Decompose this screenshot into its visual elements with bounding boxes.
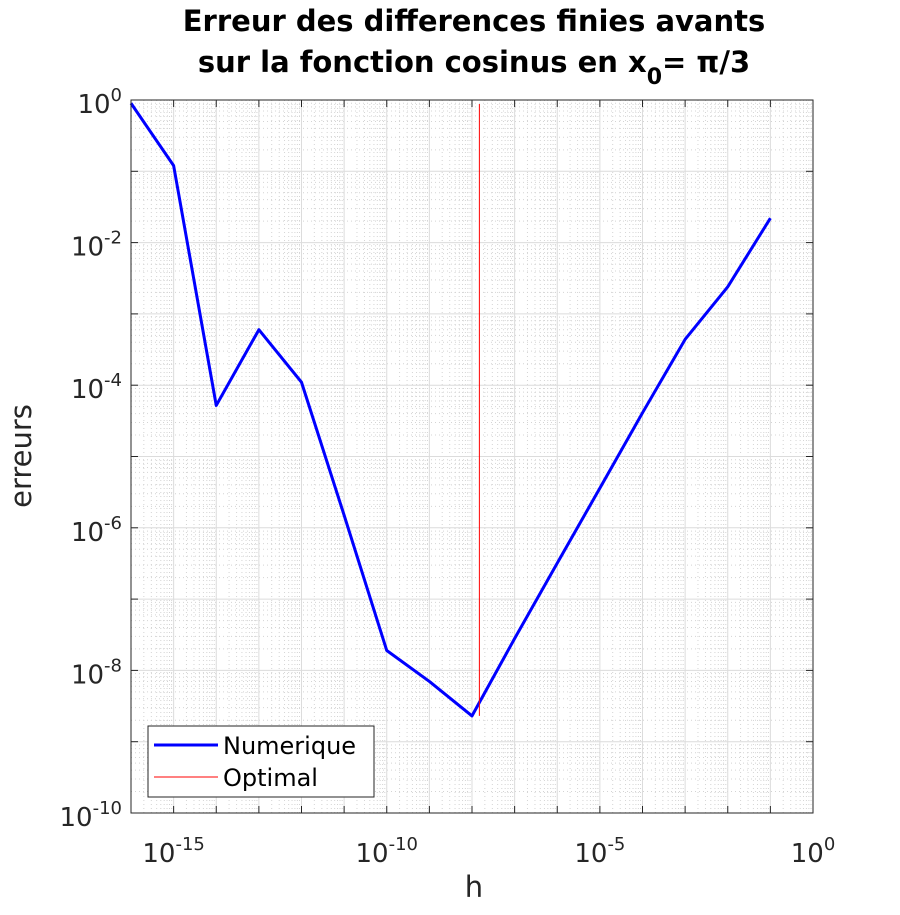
y-tick-label: 10-10 [60,798,123,833]
x-axis-label: h [465,870,483,904]
x-tick-label: 100 [791,834,836,869]
chart-title-line2: sur la fonction cosinus en x0= π/3 [198,45,750,90]
y-tick-label: 10-6 [71,513,122,548]
y-axis-label: erreurs [4,404,38,508]
x-tick-label: 10-10 [356,834,419,869]
x-tick-label: 10-15 [142,834,205,869]
legend-box [147,725,375,798]
chart-title-line2-suffix: = π/3 [662,45,750,79]
legend-label-numerique: Numerique [223,732,356,760]
major-grid [130,99,814,814]
y-tick-label: 10-2 [71,228,122,263]
y-tick-label: 100 [77,85,122,120]
chart-title-line2-subscript: 0 [647,65,662,90]
series-line-numerique [129,102,772,718]
x-tick-labels: 10-15 10-10 10-5 100 [142,834,835,869]
series-layer [129,102,772,718]
y-tick-label: 10-8 [71,655,122,690]
legend: Numerique Optimal [147,725,375,798]
tick-marks [130,99,814,814]
x-tick-label: 10-5 [574,834,625,869]
y-tick-labels: 100 10-2 10-4 10-6 10-8 10-10 [60,85,123,833]
legend-label-optimal: Optimal [223,764,318,792]
y-tick-label: 10-4 [71,370,122,405]
chart-title-line1: Erreur des differences finies avants [183,4,766,38]
chart-title-line2-prefix: sur la fonction cosinus en x [198,45,647,79]
